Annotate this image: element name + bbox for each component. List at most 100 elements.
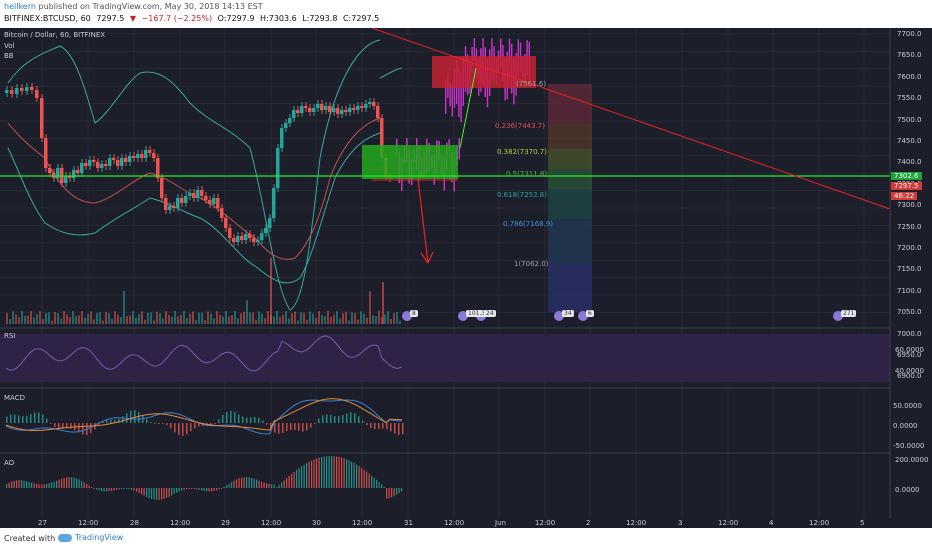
legend-title[interactable]: Bitcoin / Dollar, 60, BITFINEX — [4, 31, 106, 39]
ao-bar — [221, 488, 223, 489]
ao-bar — [261, 481, 263, 488]
ao-bar — [76, 478, 78, 488]
time-axis-panel[interactable] — [0, 518, 932, 528]
ao-bar — [23, 480, 25, 488]
macd-hist-bar — [178, 423, 180, 436]
volume-bar — [399, 320, 401, 324]
ao-bar — [81, 480, 83, 488]
ao-bar — [328, 456, 330, 488]
rsi-label[interactable]: RSI — [4, 332, 16, 340]
symbol-label[interactable]: BITFINEX:BTCUSD, 60 — [4, 14, 91, 23]
price-tick: 6900.0 — [897, 372, 922, 381]
chart-canvas[interactable]: Bitcoin / Dollar, 60, BITFINEX Vol BB RS… — [0, 28, 932, 528]
macd-hist-bar — [354, 413, 356, 423]
supply-zone[interactable] — [432, 56, 536, 88]
volume-bar — [75, 315, 77, 324]
volume-bar — [156, 311, 158, 324]
high-value: H:7303.6 — [260, 14, 297, 23]
volume-bar — [318, 311, 320, 324]
legend-bb[interactable]: BB — [4, 52, 14, 60]
fib-retracement[interactable] — [548, 84, 592, 312]
macd-hist-bar — [370, 423, 372, 429]
ao-bar — [146, 488, 148, 497]
volume-bar — [141, 311, 143, 324]
macd-hist-bar — [82, 423, 84, 435]
event-badge: 6 — [586, 310, 594, 317]
ao-bar — [343, 458, 345, 488]
fib-level-label: 0.236(7443.7) — [495, 122, 545, 130]
volume-bar — [222, 316, 224, 324]
ao-bar — [348, 460, 350, 488]
event-flag-icon[interactable] — [402, 311, 412, 321]
price-tick: 7400.0 — [897, 158, 922, 167]
volume-bar — [231, 314, 233, 324]
chart-svg[interactable] — [0, 28, 932, 528]
macd-hist-bar — [150, 421, 152, 423]
ao-bar — [58, 479, 60, 488]
bb-middle — [7, 117, 381, 260]
macd-hist-bar — [346, 413, 348, 423]
ao-bar — [311, 460, 313, 488]
macd-hist-bar — [90, 423, 92, 433]
macd-hist-bar — [190, 423, 192, 432]
ao-bar — [301, 466, 303, 488]
event-badge: 271 — [841, 310, 857, 317]
candle-body — [224, 218, 228, 228]
ao-bar — [48, 483, 50, 488]
macd-hist-bar — [286, 423, 288, 432]
ao-bar — [308, 461, 310, 488]
macd-hist-bar — [142, 415, 144, 423]
macd-hist-bar — [66, 423, 68, 429]
ao-bar — [271, 484, 273, 488]
legend-vol[interactable]: Vol — [4, 42, 15, 50]
candle-body — [208, 200, 212, 204]
demand-zone[interactable] — [362, 145, 458, 179]
macd-hist-bar — [318, 418, 320, 423]
ao-bar — [283, 480, 285, 488]
macd-hist-bar — [70, 423, 72, 429]
event-flag-icon[interactable] — [554, 311, 564, 321]
event-flag-icon[interactable] — [458, 311, 468, 321]
author-link[interactable]: hellkern — [4, 2, 36, 11]
volume-bar — [345, 311, 347, 324]
ao-bar — [28, 481, 30, 488]
tradingview-brand[interactable]: TradingView — [58, 533, 123, 542]
candle-body — [268, 218, 272, 228]
ao-bar — [398, 488, 400, 494]
volume-bar — [9, 319, 11, 324]
candle-body — [40, 98, 44, 138]
macd-hist-bar — [122, 416, 124, 423]
ao-bar — [128, 488, 130, 490]
price-axis-panel[interactable] — [890, 28, 932, 528]
macd-hist-bar — [158, 423, 160, 424]
price-tick: 7050.0 — [897, 308, 922, 317]
event-flag-icon[interactable] — [578, 311, 588, 321]
volume-bar — [153, 320, 155, 324]
bb-lower — [7, 132, 381, 284]
macd-hist-bar — [270, 423, 272, 430]
volume-bar — [117, 314, 119, 324]
candle-body — [292, 110, 296, 118]
footer: Created with TradingView — [0, 528, 932, 550]
volume-bar — [234, 311, 236, 324]
candle-body — [148, 150, 152, 153]
time-tick: 5 — [860, 519, 865, 527]
macd-hist-bar — [294, 423, 296, 431]
candle-body — [348, 108, 352, 112]
ao-label[interactable]: AO — [4, 459, 15, 467]
macd-label[interactable]: MACD — [4, 394, 25, 402]
candle-body — [104, 164, 108, 166]
trend-line[interactable] — [371, 28, 891, 210]
rsi-tick: 60.0000 — [895, 346, 924, 354]
ao-bar — [151, 488, 153, 500]
volume-bar — [213, 318, 215, 324]
volume-bar — [201, 312, 203, 324]
candle-body — [340, 110, 344, 114]
time-tick: 31 — [404, 519, 413, 527]
projection-bar — [458, 138, 460, 160]
macd-hist-bar — [26, 415, 28, 423]
volume-bar — [186, 318, 188, 324]
volume-bar — [12, 311, 14, 324]
candle-body — [376, 106, 380, 118]
event-flag-icon[interactable] — [833, 311, 843, 321]
